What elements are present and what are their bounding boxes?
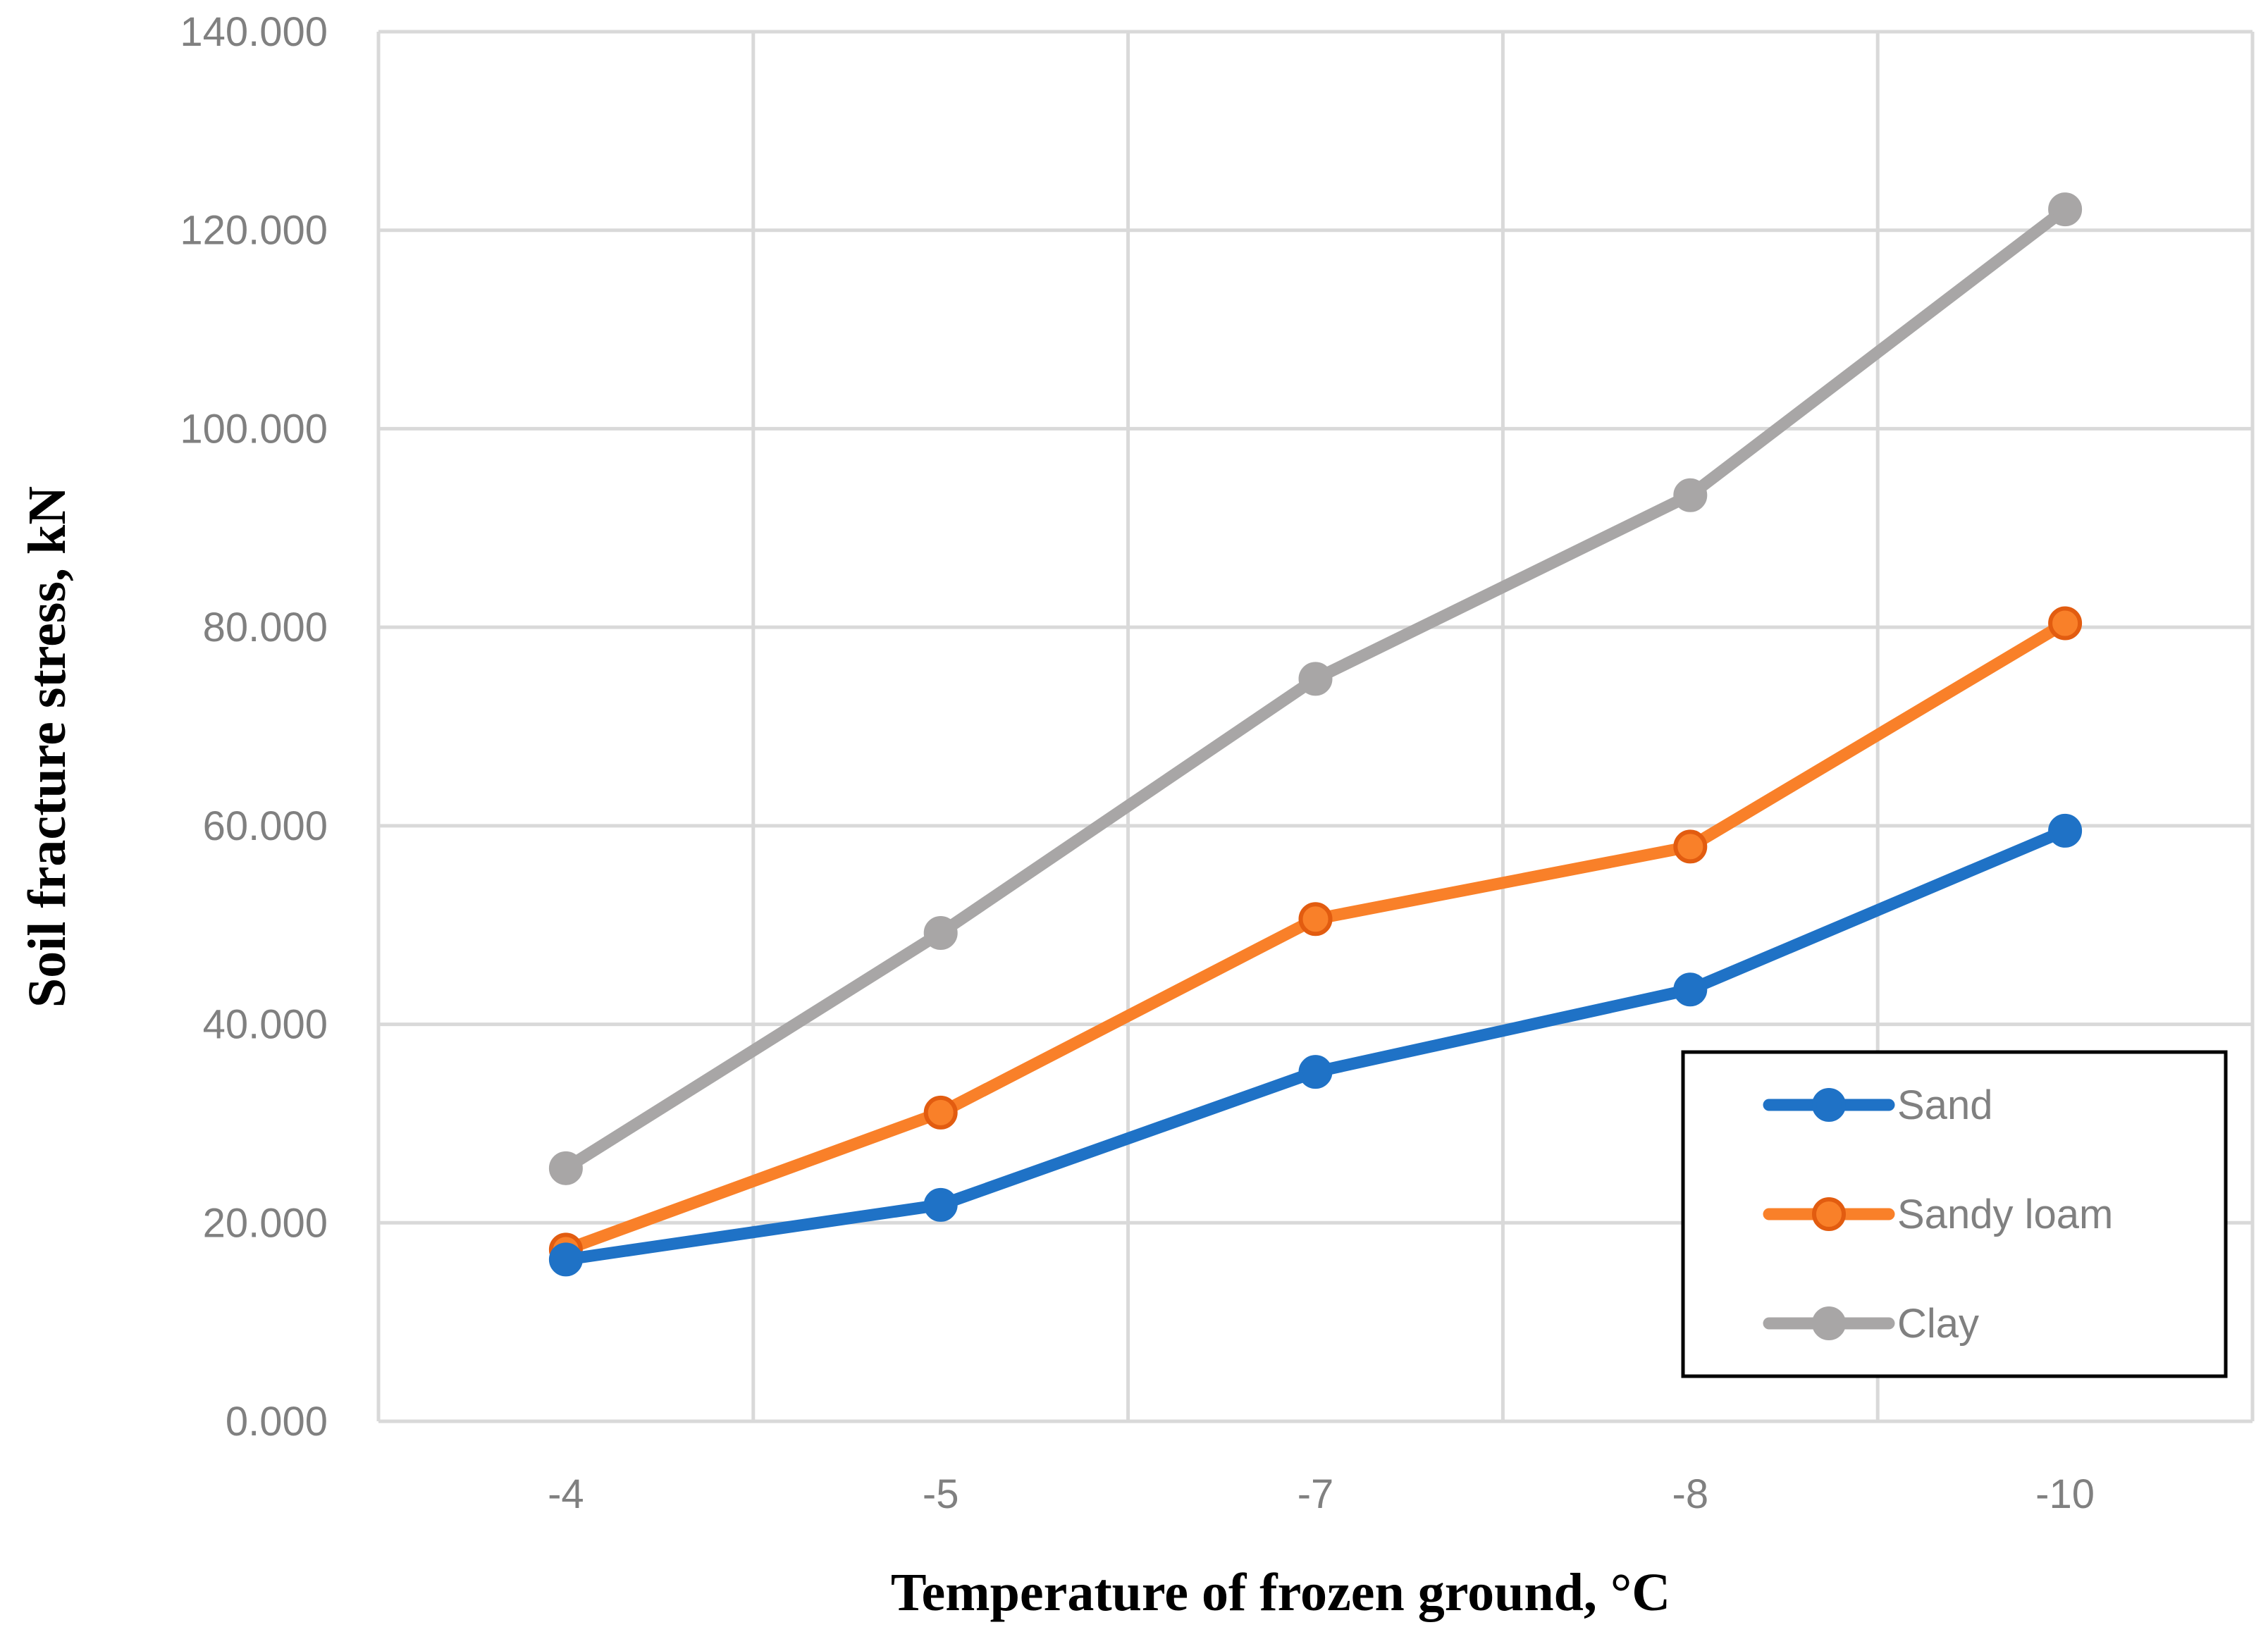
y-tick-label: 120.000 <box>180 208 328 254</box>
series-sand[interactable] <box>548 813 2083 1277</box>
y-tick-label: 20.000 <box>203 1200 328 1246</box>
y-tick-label: 140.000 <box>180 9 328 55</box>
y-tick-label: 80.000 <box>203 605 328 650</box>
x-tick-label: -4 <box>548 1471 584 1517</box>
data-point[interactable] <box>923 1095 958 1130</box>
y-tick-label: 60.000 <box>203 803 328 849</box>
data-point[interactable] <box>923 915 958 950</box>
x-tick-label: -5 <box>923 1471 959 1517</box>
legend[interactable]: Sand Sandy loam Clay <box>1681 1050 2228 1378</box>
y-tick-label: 0.000 <box>226 1399 328 1445</box>
legend-swatch-marker <box>1812 1088 1846 1122</box>
series-clay[interactable] <box>548 192 2083 1185</box>
data-point[interactable] <box>1298 662 1333 696</box>
data-point[interactable] <box>548 1151 583 1185</box>
data-point[interactable] <box>1298 902 1333 936</box>
data-point[interactable] <box>923 1187 958 1222</box>
legend-label: Sand <box>1897 1082 1992 1128</box>
y-tick-label: 40.000 <box>203 1002 328 1048</box>
legend-swatch-marker <box>1812 1197 1846 1231</box>
series-layer <box>548 192 2083 1277</box>
legend-label: Clay <box>1897 1301 1979 1347</box>
y-axis-title: Soil fracture stress, kN <box>18 486 77 1008</box>
x-axis-title: Temperature of frozen ground, °C <box>891 1563 1670 1622</box>
y-axis-ticks: 0.000 20.000 40.000 60.000 80.000 100.000 120.… <box>180 9 328 1445</box>
data-point[interactable] <box>2048 606 2083 641</box>
x-axis-ticks: -4 -5 -7 -8 -10 <box>548 1471 2095 1517</box>
x-tick-label: -8 <box>1672 1471 1709 1517</box>
data-point[interactable] <box>2048 192 2083 227</box>
data-point[interactable] <box>1673 972 1708 1007</box>
data-point[interactable] <box>548 1242 583 1277</box>
data-point[interactable] <box>1298 1055 1333 1089</box>
legend-swatch-marker <box>1812 1306 1846 1340</box>
data-point[interactable] <box>1673 829 1708 864</box>
data-point[interactable] <box>1673 478 1708 512</box>
legend-item-clay[interactable]: Clay <box>1763 1301 1979 1347</box>
y-tick-label: 100.000 <box>180 406 328 452</box>
data-point[interactable] <box>2048 813 2083 848</box>
x-tick-label: -10 <box>2035 1471 2095 1517</box>
legend-item-sand[interactable]: Sand <box>1763 1082 1992 1128</box>
legend-item-sandy-loam[interactable]: Sandy loam <box>1763 1192 2113 1237</box>
x-tick-label: -7 <box>1298 1471 1334 1517</box>
legend-label: Sandy loam <box>1897 1192 2113 1237</box>
